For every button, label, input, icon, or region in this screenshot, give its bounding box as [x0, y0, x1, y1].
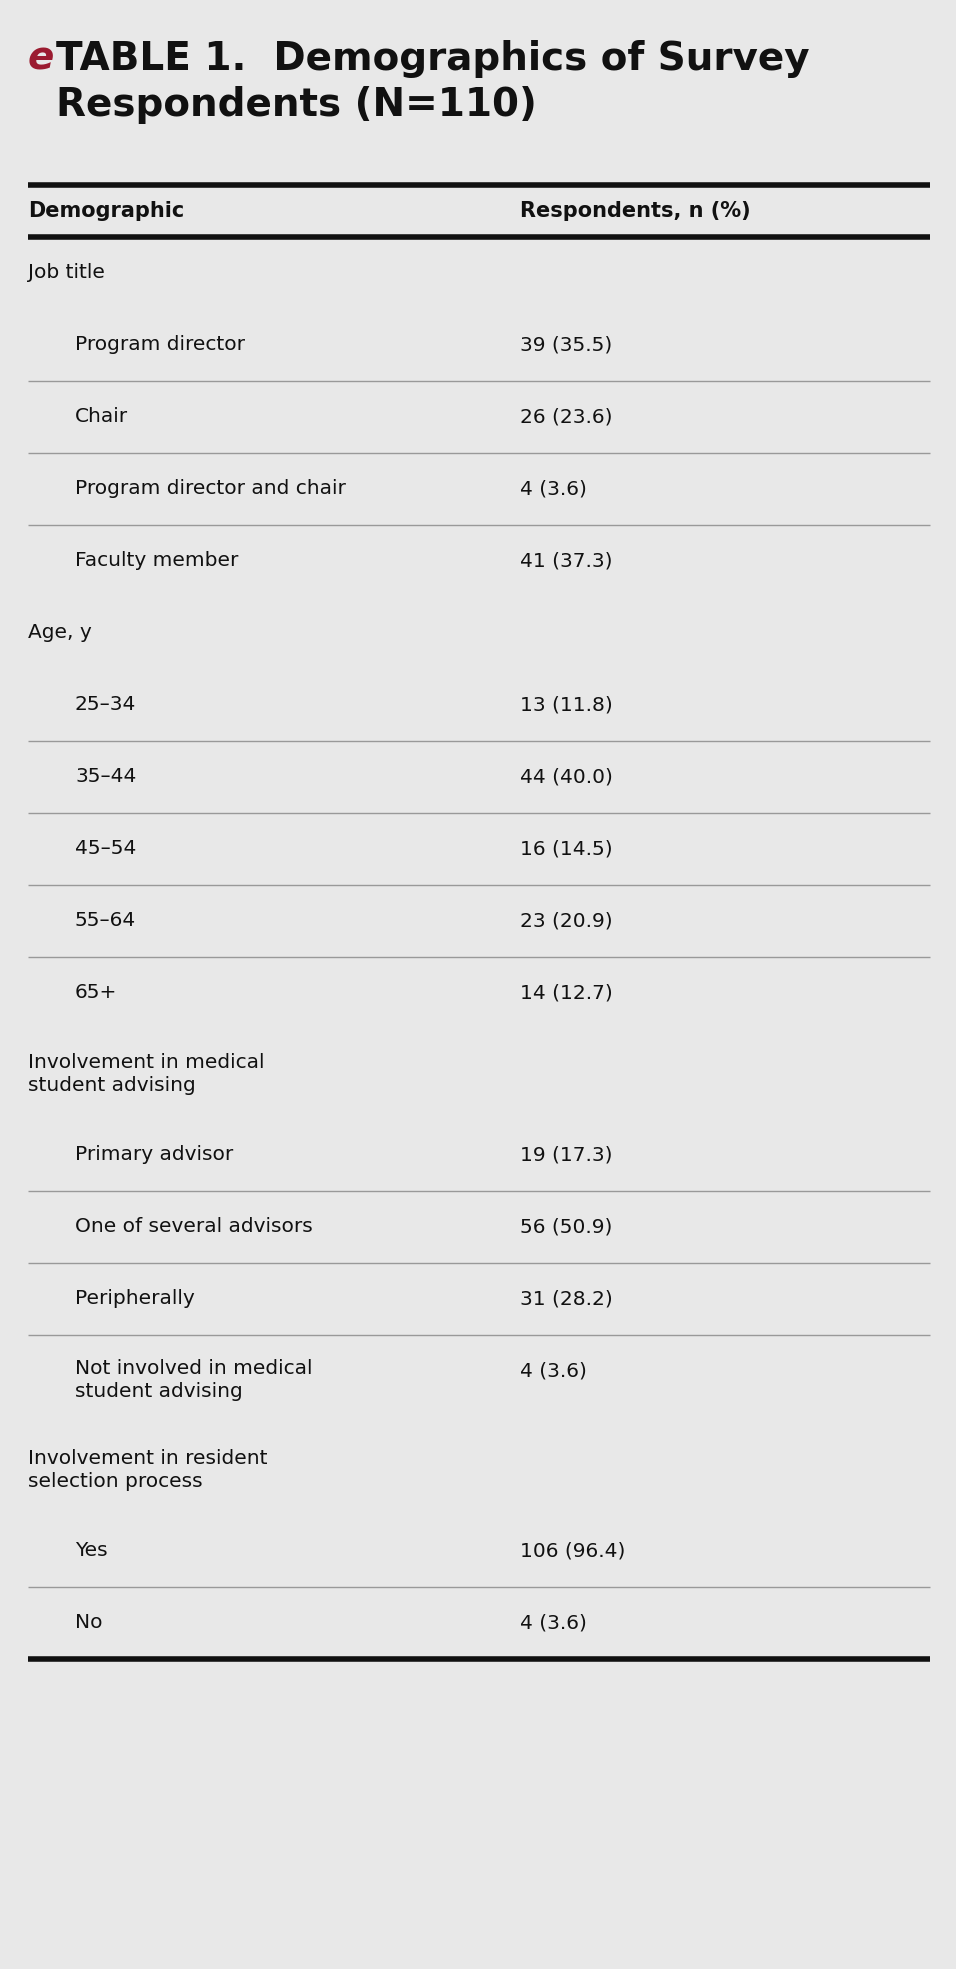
- Text: No: No: [75, 1613, 102, 1632]
- Text: One of several advisors: One of several advisors: [75, 1217, 313, 1237]
- Text: TABLE 1.  Demographics of Survey
Respondents (N=110): TABLE 1. Demographics of Survey Responde…: [56, 39, 810, 124]
- Text: 65+: 65+: [75, 983, 118, 1002]
- Text: 19 (17.3): 19 (17.3): [520, 1146, 613, 1164]
- Text: 56 (50.9): 56 (50.9): [520, 1217, 613, 1237]
- Text: 16 (14.5): 16 (14.5): [520, 839, 613, 858]
- Text: Involvement in resident
selection process: Involvement in resident selection proces…: [28, 1449, 268, 1491]
- Text: Chair: Chair: [75, 408, 128, 427]
- Text: Peripherally: Peripherally: [75, 1290, 195, 1309]
- Text: 44 (40.0): 44 (40.0): [520, 768, 613, 786]
- Text: 14 (12.7): 14 (12.7): [520, 983, 613, 1002]
- Text: Involvement in medical
student advising: Involvement in medical student advising: [28, 1053, 265, 1095]
- Text: Respondents, n (%): Respondents, n (%): [520, 201, 750, 221]
- Text: 26 (23.6): 26 (23.6): [520, 408, 613, 427]
- Text: Yes: Yes: [75, 1542, 108, 1561]
- Text: 35–44: 35–44: [75, 768, 137, 786]
- Text: 41 (37.3): 41 (37.3): [520, 551, 613, 571]
- Text: 4 (3.6): 4 (3.6): [520, 480, 587, 498]
- Text: 31 (28.2): 31 (28.2): [520, 1290, 613, 1309]
- Text: Job title: Job title: [28, 264, 105, 282]
- Text: Not involved in medical
student advising: Not involved in medical student advising: [75, 1359, 313, 1402]
- Text: e: e: [28, 39, 54, 79]
- Text: 4 (3.6): 4 (3.6): [520, 1613, 587, 1632]
- Text: 13 (11.8): 13 (11.8): [520, 695, 613, 715]
- Text: 45–54: 45–54: [75, 839, 137, 858]
- Text: Age, y: Age, y: [28, 624, 92, 642]
- Text: 55–64: 55–64: [75, 912, 137, 931]
- Text: Primary advisor: Primary advisor: [75, 1146, 233, 1164]
- Text: 4 (3.6): 4 (3.6): [520, 1363, 587, 1380]
- Text: Faculty member: Faculty member: [75, 551, 238, 571]
- Text: 23 (20.9): 23 (20.9): [520, 912, 613, 931]
- Text: 25–34: 25–34: [75, 695, 137, 715]
- Text: Demographic: Demographic: [28, 201, 185, 221]
- Text: 39 (35.5): 39 (35.5): [520, 335, 612, 354]
- Text: Program director: Program director: [75, 335, 245, 354]
- Text: 106 (96.4): 106 (96.4): [520, 1542, 625, 1561]
- Text: Program director and chair: Program director and chair: [75, 480, 346, 498]
